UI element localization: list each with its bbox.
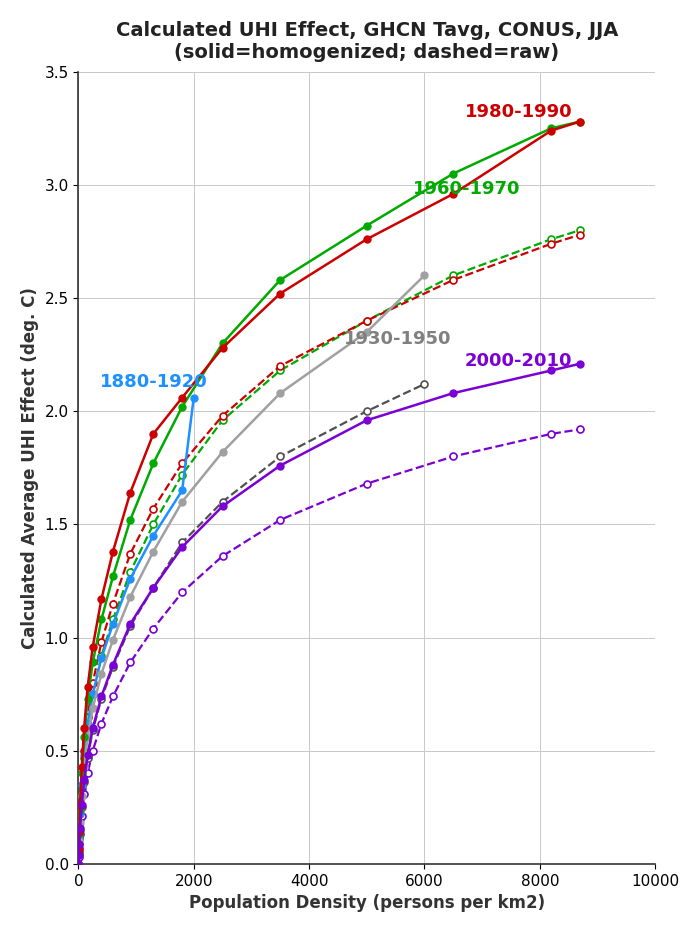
Text: 1960-1970: 1960-1970 xyxy=(413,180,520,199)
Title: Calculated UHI Effect, GHCN Tavg, CONUS, JJA
(solid=homogenized; dashed=raw): Calculated UHI Effect, GHCN Tavg, CONUS,… xyxy=(116,21,618,62)
Text: 1880-1920: 1880-1920 xyxy=(100,373,208,391)
Text: 1930-1950: 1930-1950 xyxy=(344,329,452,348)
X-axis label: Population Density (persons per km2): Population Density (persons per km2) xyxy=(189,894,545,912)
Y-axis label: Calculated Average UHI Effect (deg. C): Calculated Average UHI Effect (deg. C) xyxy=(21,286,38,648)
Text: 2000-2010: 2000-2010 xyxy=(465,353,573,370)
Text: 1980-1990: 1980-1990 xyxy=(465,104,573,121)
